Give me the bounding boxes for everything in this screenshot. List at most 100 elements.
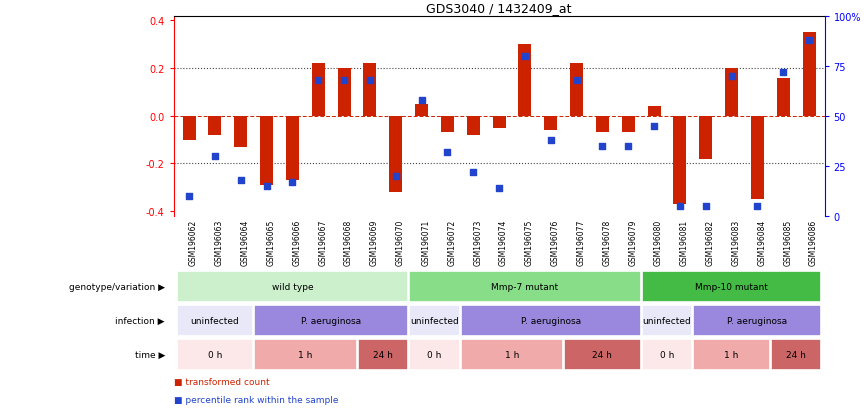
Text: GSM196081: GSM196081 (680, 219, 689, 265)
Point (208, 153, 222, 160)
Text: wild type: wild type (272, 282, 313, 292)
Point (621, 143, 635, 150)
Point (389, 173, 403, 180)
Point (544, 137, 558, 144)
Text: GSM196070: GSM196070 (396, 219, 404, 266)
Bar (254, 305, 408, 337)
Bar (260, 116, 273, 185)
Text: 1 h: 1 h (725, 350, 739, 359)
Point (648, 123, 661, 130)
Text: GSM196086: GSM196086 (809, 219, 819, 265)
Text: 24 h: 24 h (786, 350, 806, 359)
Bar (803, 33, 816, 116)
Bar (641, 339, 693, 370)
Point (415, 97, 429, 104)
Bar (358, 339, 408, 370)
Point (595, 143, 609, 150)
Text: P. aeruginosa: P. aeruginosa (727, 316, 787, 325)
Text: 0 h: 0 h (207, 350, 222, 359)
Point (260, 183, 273, 190)
Text: GSM196077: GSM196077 (576, 219, 586, 266)
Bar (751, 116, 764, 200)
Point (466, 169, 480, 176)
Bar (338, 69, 351, 116)
Text: GSM196066: GSM196066 (293, 219, 301, 266)
Text: 0 h: 0 h (427, 350, 442, 359)
Point (802, 37, 816, 44)
Bar (409, 305, 460, 337)
Text: GSM196068: GSM196068 (344, 219, 353, 265)
Bar (254, 339, 357, 370)
Bar (596, 116, 608, 133)
Point (518, 53, 532, 60)
Point (725, 73, 739, 80)
Point (233, 177, 247, 184)
Bar (641, 305, 693, 337)
Text: Mmp-10 mutant: Mmp-10 mutant (695, 282, 768, 292)
Text: GSM196067: GSM196067 (319, 219, 327, 266)
Text: GSM196078: GSM196078 (602, 219, 611, 265)
Bar (364, 64, 377, 116)
Point (312, 77, 326, 84)
Text: Mmp-7 mutant: Mmp-7 mutant (491, 282, 558, 292)
Text: GSM196073: GSM196073 (473, 219, 483, 266)
Bar (518, 45, 531, 116)
Point (673, 203, 687, 210)
Bar (771, 339, 821, 370)
Text: uninfected: uninfected (411, 316, 459, 325)
Text: GSM196084: GSM196084 (758, 219, 766, 265)
Text: GSM196071: GSM196071 (422, 219, 431, 265)
Bar (725, 69, 738, 116)
Bar (621, 116, 635, 133)
Bar (641, 271, 821, 303)
Bar (409, 339, 460, 370)
Bar (694, 305, 821, 337)
Point (751, 203, 765, 210)
Text: GSM196080: GSM196080 (654, 219, 663, 265)
Bar (177, 305, 253, 337)
Text: GSM196074: GSM196074 (499, 219, 508, 266)
Bar (441, 116, 454, 133)
Bar (700, 116, 713, 159)
Bar (390, 116, 402, 192)
Text: GSM196064: GSM196064 (240, 219, 250, 266)
Point (182, 193, 196, 200)
Text: P. aeruginosa: P. aeruginosa (301, 316, 361, 325)
Point (337, 77, 351, 84)
Text: genotype/variation ▶: genotype/variation ▶ (69, 282, 165, 292)
Text: time ▶: time ▶ (135, 350, 165, 359)
Text: 24 h: 24 h (373, 350, 393, 359)
Bar (544, 116, 557, 131)
Bar (312, 64, 325, 116)
Bar (177, 271, 408, 303)
Text: 1 h: 1 h (505, 350, 519, 359)
Bar (208, 116, 221, 135)
Bar (182, 116, 195, 140)
Text: P. aeruginosa: P. aeruginosa (521, 316, 581, 325)
Text: GSM196063: GSM196063 (215, 219, 224, 266)
Bar (234, 116, 247, 147)
Title: GDS3040 / 1432409_at: GDS3040 / 1432409_at (426, 2, 572, 15)
Text: ■ transformed count: ■ transformed count (174, 377, 269, 387)
Point (699, 203, 713, 210)
Bar (694, 339, 770, 370)
Point (492, 185, 506, 192)
Text: GSM196076: GSM196076 (551, 219, 560, 266)
Text: GSM196062: GSM196062 (189, 219, 198, 265)
Bar (415, 104, 428, 116)
Point (776, 69, 790, 76)
Point (569, 77, 583, 84)
Text: uninfected: uninfected (642, 316, 692, 325)
Bar (467, 116, 480, 135)
Bar (493, 116, 505, 128)
Bar (570, 64, 583, 116)
Bar (461, 339, 563, 370)
Bar (648, 107, 661, 116)
Text: 0 h: 0 h (660, 350, 674, 359)
Bar (564, 339, 641, 370)
Text: 1 h: 1 h (299, 350, 312, 359)
Bar (409, 271, 641, 303)
Text: GSM196082: GSM196082 (706, 219, 714, 265)
Bar (777, 78, 790, 116)
Text: GSM196079: GSM196079 (628, 219, 637, 266)
